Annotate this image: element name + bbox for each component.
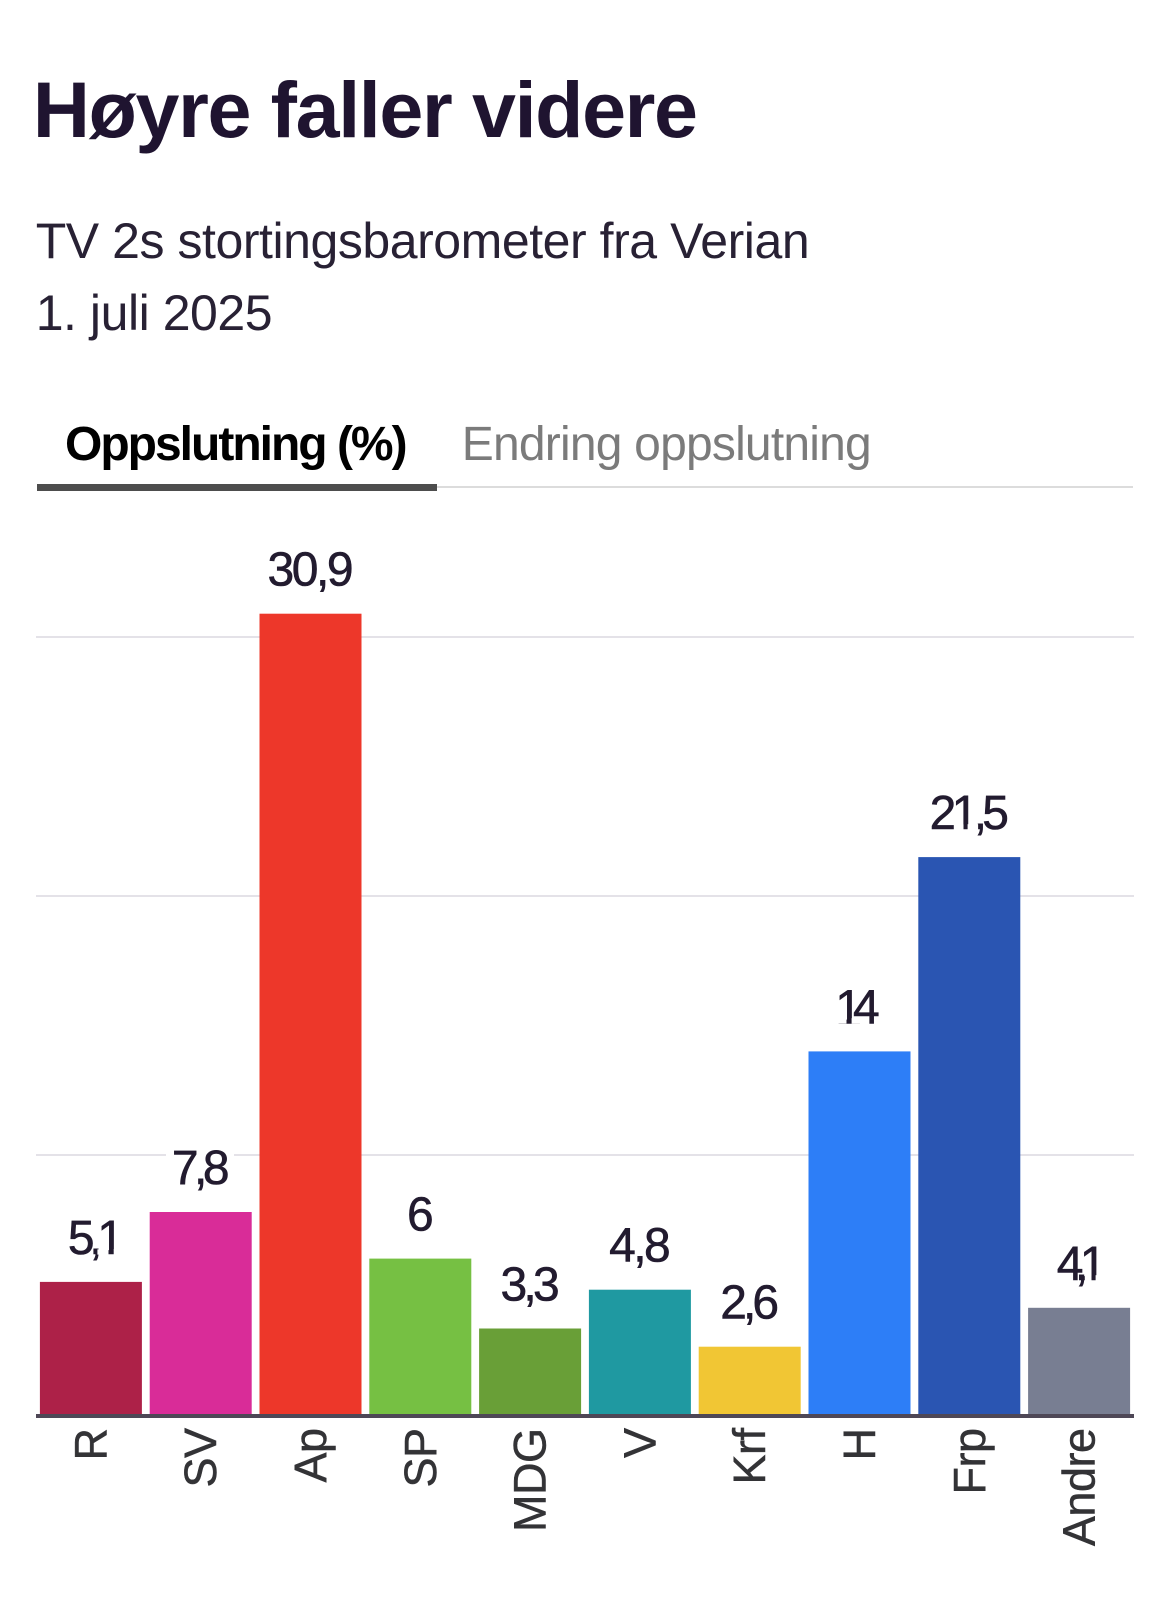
svg-text:Krf: Krf (724, 1428, 775, 1485)
svg-text:4,8: 4,8 (609, 1220, 671, 1273)
svg-text:4,1: 4,1 (1057, 1238, 1107, 1291)
svg-text:6: 6 (407, 1189, 434, 1242)
svg-text:MDG: MDG (505, 1429, 556, 1533)
svg-text:14: 14 (835, 981, 880, 1034)
svg-text:SV: SV (175, 1428, 226, 1488)
svg-text:H: H (834, 1429, 885, 1461)
svg-text:Ap: Ap (285, 1429, 336, 1483)
svg-text:2,6: 2,6 (720, 1277, 779, 1330)
svg-text:R: R (65, 1429, 116, 1461)
svg-text:SP: SP (395, 1429, 446, 1488)
svg-text:7,8: 7,8 (172, 1142, 230, 1195)
svg-text:V: V (614, 1428, 665, 1458)
svg-text:5,1: 5,1 (68, 1212, 124, 1265)
svg-text:Frp: Frp (944, 1429, 995, 1495)
svg-text:3,3: 3,3 (500, 1259, 559, 1312)
svg-text:Andre: Andre (1054, 1429, 1105, 1547)
svg-text:30,9: 30,9 (267, 544, 353, 597)
svg-text:21,5: 21,5 (930, 787, 1009, 840)
